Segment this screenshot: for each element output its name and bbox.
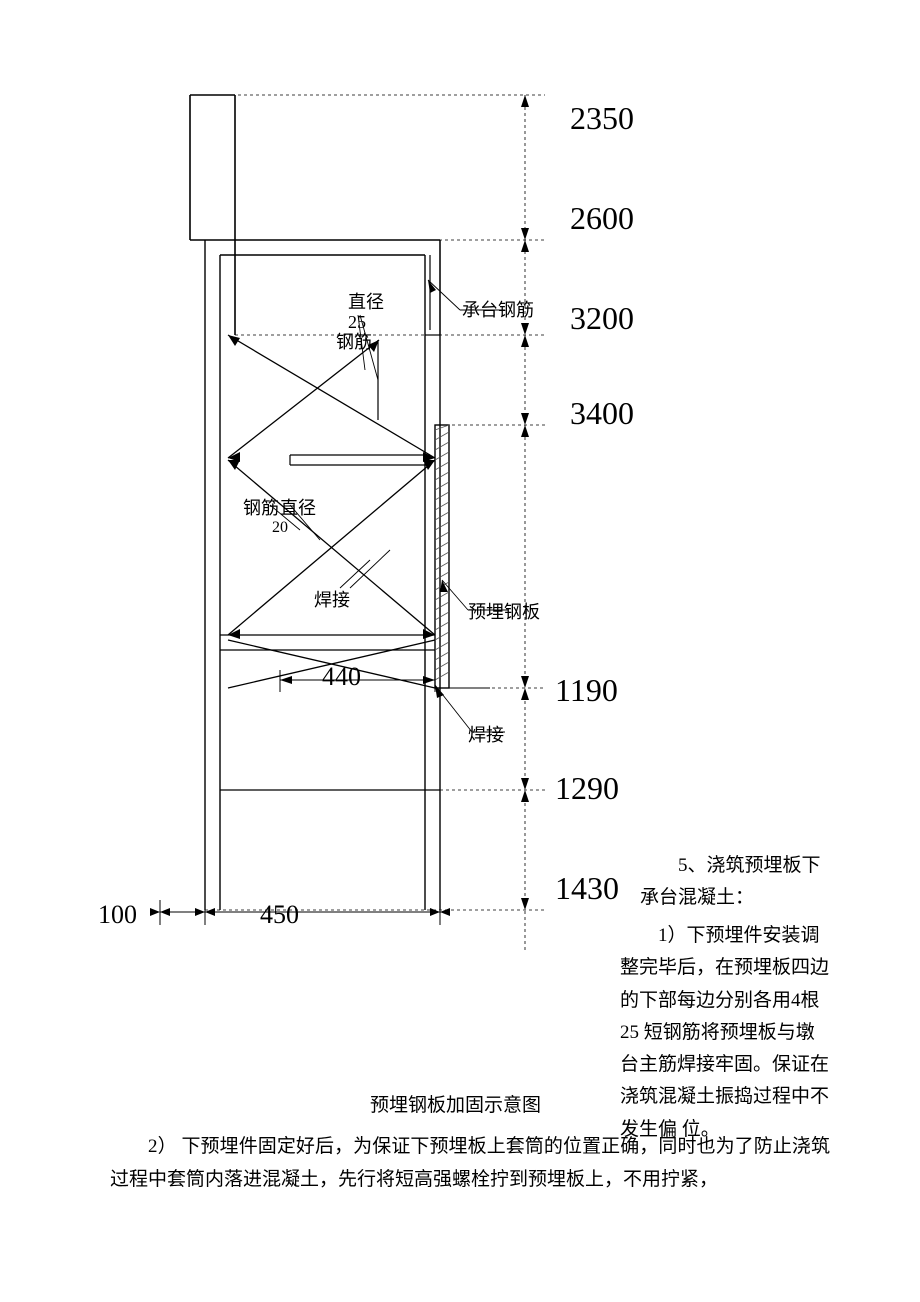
section5-p2: 2） 下预埋件固定好后，为保证下预埋板上套筒的位置正确，同时也为了防止浇筑过程中… (110, 1130, 830, 1197)
anno-zhijing25-3: 钢筋 (336, 332, 372, 354)
dim-2350: 2350 (570, 100, 634, 137)
anno-zhijing25-1: 直径 (348, 292, 384, 314)
anno-zhijing25-2: 25 (348, 312, 366, 334)
anno-zhijing20-1: 直径 (280, 498, 316, 520)
anno-chengtai: 承台钢筋 (462, 300, 534, 322)
dim-100: 100 (98, 900, 137, 930)
section5-title: 5、浇筑预埋板下承台混凝土： (640, 850, 830, 915)
anno-zhijing20-2: 20 (272, 518, 288, 537)
diagram-caption: 预埋钢板加固示意图 (370, 1090, 541, 1117)
anno-hanjie: 焊接 (314, 590, 350, 612)
diagram-container (90, 80, 550, 950)
dim-2600: 2600 (570, 200, 634, 237)
dim-450: 450 (260, 900, 299, 930)
anno-hanjie2: 焊接 (468, 725, 504, 747)
section5-p1: 1）下预埋件安装调整完毕后，在预埋板四边的下部每边分别各用4根25 短钢筋将预埋… (620, 920, 830, 1146)
dim-3200: 3200 (570, 300, 634, 337)
dim-440: 440 (322, 662, 361, 692)
anno-ganghu: 钢筋 (243, 498, 279, 520)
anno-yumai: 预埋钢板 (468, 602, 540, 624)
dim-3400: 3400 (570, 395, 634, 432)
dim-1430: 1430 (555, 870, 619, 907)
dim-1290: 1290 (555, 770, 619, 807)
diagram-svg (90, 80, 550, 950)
dim-1190: 1190 (555, 672, 618, 709)
